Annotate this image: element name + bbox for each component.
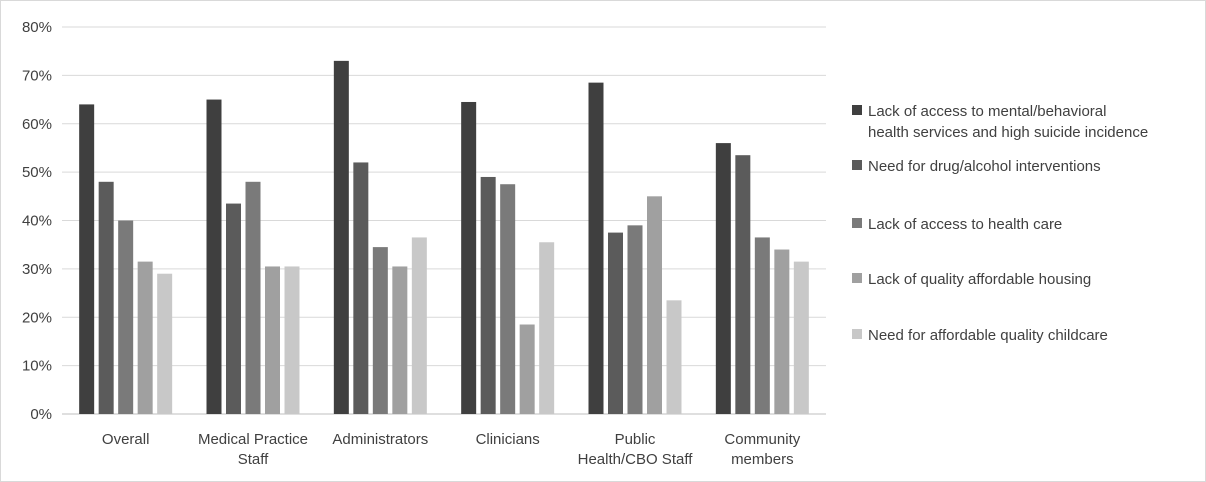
x-category-label: Medical Practice Staff: [198, 431, 308, 468]
x-axis-categories: Overall Medical Practice Staff Administrato…: [102, 431, 801, 468]
bar: [647, 196, 662, 414]
legend-label: Need for drug/alcohol interventions: [868, 158, 1101, 175]
legend-label: Need for affordable quality childcare: [868, 327, 1108, 344]
bar: [392, 266, 408, 414]
legend-swatch: [852, 329, 862, 339]
x-category-label: Clinicians: [476, 431, 540, 448]
y-tick-label: 40%: [22, 213, 52, 230]
bar: [539, 242, 555, 414]
x-category-label: Public Health/CBO Staff: [578, 431, 694, 468]
y-tick-label: 10%: [22, 358, 52, 375]
bar: [480, 176, 496, 414]
bar: [519, 324, 535, 414]
y-tick-label: 80%: [22, 19, 52, 36]
y-axis-ticks: 0% 10% 20% 30% 40% 50% 60% 70% 80%: [22, 19, 52, 423]
bars: [79, 60, 809, 415]
bar: [793, 261, 809, 414]
bar: [627, 225, 643, 414]
bar: [372, 247, 388, 414]
bar: [735, 155, 751, 414]
bar: [226, 203, 241, 414]
y-tick-label: 0%: [30, 406, 52, 423]
legend-label: Lack of access to mental/behavioral healt…: [868, 103, 1148, 141]
legend-label: Lack of access to health care: [868, 216, 1062, 233]
bar: [137, 261, 153, 414]
legend-label: Lack of quality affordable housing: [868, 271, 1091, 288]
bar: [608, 232, 623, 414]
bar: [245, 181, 261, 414]
bar: [284, 266, 300, 414]
legend-swatch: [852, 218, 862, 228]
x-category-label: Overall: [102, 431, 150, 448]
y-tick-label: 20%: [22, 309, 52, 326]
x-category-label: Community members: [724, 431, 800, 468]
bar: [411, 237, 427, 414]
bar: [754, 237, 770, 414]
legend-swatch: [852, 273, 862, 283]
legend: Lack of access to mental/behavioral healt…: [852, 103, 1148, 344]
y-tick-label: 50%: [22, 164, 52, 181]
y-tick-label: 60%: [22, 116, 52, 133]
bar: [79, 104, 95, 415]
y-tick-label: 70%: [22, 67, 52, 84]
bar: [118, 220, 134, 414]
bar: [333, 60, 349, 415]
x-category-label: Administrators: [332, 431, 428, 448]
bar: [666, 300, 682, 414]
bar: [353, 162, 369, 414]
bar: [98, 181, 114, 414]
bar: [500, 184, 516, 414]
bar: [265, 266, 280, 414]
legend-swatch: [852, 160, 862, 170]
y-tick-label: 30%: [22, 261, 52, 278]
bar: [461, 101, 477, 414]
bar: [774, 249, 790, 414]
bar: [157, 273, 173, 414]
legend-swatch: [852, 105, 862, 115]
bar: [588, 82, 604, 414]
bar: [715, 143, 731, 414]
bar: [206, 99, 222, 414]
gridlines: [62, 26, 826, 415]
